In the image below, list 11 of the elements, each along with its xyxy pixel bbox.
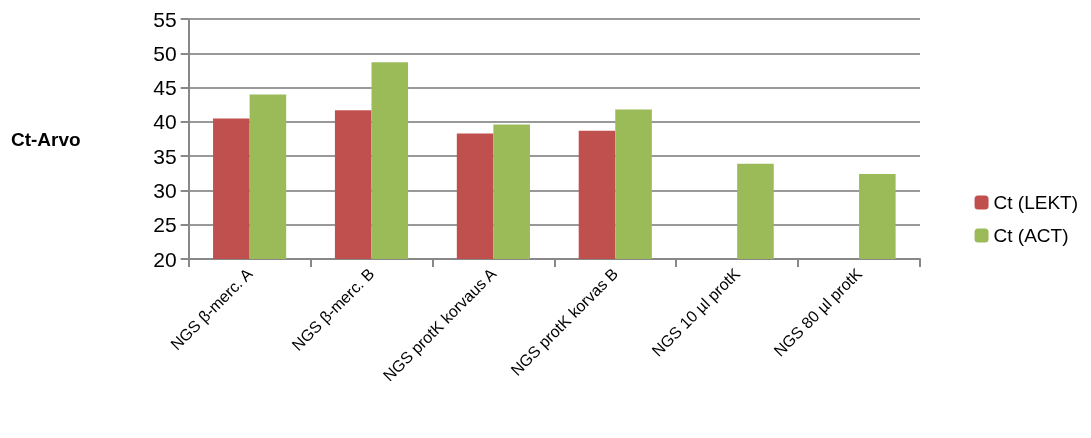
y-tick-label: 20 [153, 247, 177, 271]
y-tick-label: 25 [153, 213, 177, 237]
y-tick-label: 40 [153, 110, 177, 134]
y-tick-label: 45 [153, 76, 177, 100]
y-tick-label: 35 [153, 144, 177, 168]
y-axis-title: Ct-Arvo [10, 128, 81, 150]
y-tick-label: 30 [153, 178, 177, 202]
legend-label: Ct (LEKT) [993, 192, 1078, 213]
y-tick-label: 55 [153, 7, 177, 31]
y-tick-label: 50 [153, 41, 177, 65]
legend-label: Ct (ACT) [993, 225, 1069, 246]
